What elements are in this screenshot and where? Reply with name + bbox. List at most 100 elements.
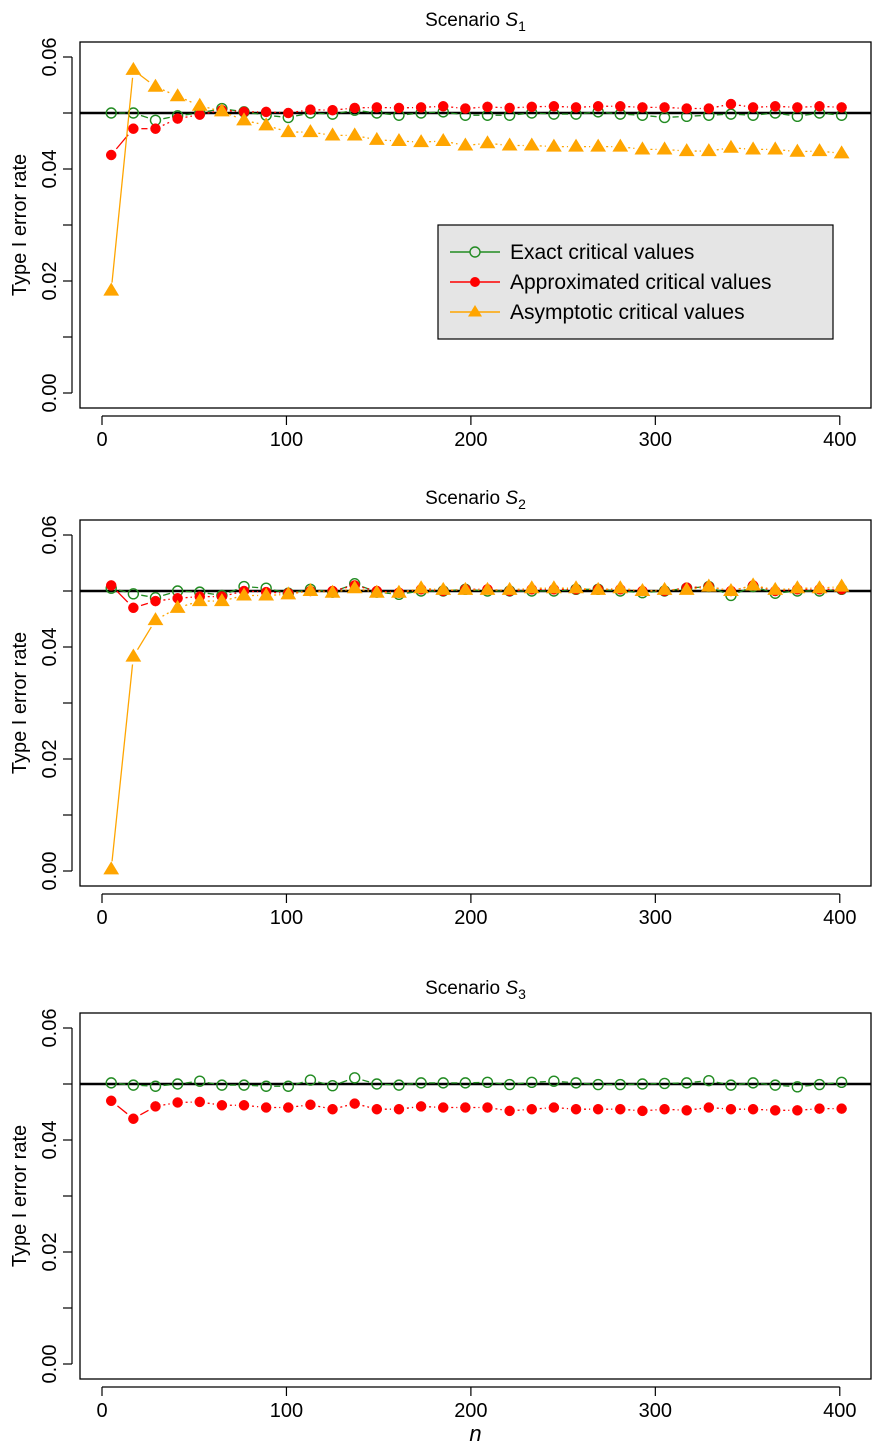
data-point	[590, 138, 607, 152]
data-point	[280, 586, 297, 600]
data-point	[415, 1077, 427, 1089]
data-point	[546, 138, 562, 152]
series-line-segment	[628, 588, 635, 591]
series-line-segment	[162, 121, 171, 126]
series-line-segment	[583, 112, 591, 114]
series-line-segment	[650, 115, 657, 118]
data-point	[634, 141, 651, 155]
data-point	[482, 101, 493, 113]
data-point	[678, 143, 695, 157]
series-line-segment	[805, 113, 812, 116]
data-point	[745, 141, 761, 155]
data-point	[725, 98, 737, 110]
series-line-segment	[318, 1105, 325, 1109]
legend-box	[437, 224, 834, 340]
data-point	[614, 1078, 626, 1091]
series-line-segment	[140, 1109, 149, 1116]
y-tick-label: 0.06	[39, 516, 61, 555]
series-line-segment	[805, 1084, 812, 1087]
series-line-segment	[296, 1105, 303, 1108]
data-point	[457, 137, 474, 151]
series-line-segment	[760, 1083, 768, 1085]
series-line-segment	[229, 596, 237, 600]
data-point	[324, 584, 341, 598]
series-line-segment	[274, 115, 281, 118]
data-point	[105, 1077, 117, 1089]
data-point	[769, 101, 781, 112]
y-tick-label: 0.02	[39, 1233, 61, 1272]
series-line-segment	[606, 112, 613, 114]
data-point	[128, 602, 139, 614]
series-line-segment	[716, 1081, 724, 1085]
data-point	[637, 102, 648, 113]
series-line-segment	[163, 116, 170, 120]
data-point	[570, 1077, 582, 1089]
data-point	[570, 102, 582, 113]
panel-1: Scenario S1 0 100 200 300 400 0.00 0.02 0.04 0.06…	[9, 10, 872, 451]
series-line-segment	[783, 149, 790, 152]
y-tick-label: 0.02	[39, 740, 61, 779]
series-line-segment	[296, 591, 303, 594]
data-point	[214, 593, 230, 607]
data-point	[767, 581, 784, 595]
data-point	[747, 1077, 759, 1089]
x-tick-label: 300	[639, 907, 672, 929]
series-line-segment	[340, 1104, 348, 1108]
data-point	[612, 580, 629, 594]
data-point	[171, 1078, 184, 1090]
data-point	[194, 109, 206, 120]
data-point	[658, 1077, 671, 1090]
data-point	[568, 580, 584, 594]
series-line-segment	[119, 1083, 126, 1085]
data-point	[127, 107, 140, 119]
data-point	[127, 588, 140, 600]
data-point	[302, 124, 319, 138]
data-point	[128, 1113, 139, 1124]
series-line-segment	[362, 586, 370, 590]
series-line-segment	[760, 113, 768, 116]
series-line-segment	[495, 1082, 502, 1085]
y-axis-label: Type I error rate	[9, 1125, 31, 1267]
data-point	[260, 1102, 272, 1113]
x-tick-label: 0	[96, 1400, 107, 1422]
series-line-segment	[340, 108, 347, 111]
data-point	[282, 1080, 294, 1092]
data-point	[435, 133, 452, 147]
series-line-segment	[339, 1079, 348, 1084]
data-point	[258, 587, 275, 601]
series-line-segment	[473, 143, 480, 146]
data-point	[150, 1101, 161, 1112]
series-line-segment	[628, 146, 635, 150]
legend-label: Approximated critical values	[510, 271, 771, 294]
data-point	[349, 1098, 360, 1109]
series-line-segment	[760, 588, 768, 592]
data-point	[147, 612, 164, 626]
data-point	[747, 1103, 759, 1115]
series-line-segment	[273, 127, 281, 131]
series-line-segment	[362, 1104, 370, 1108]
data-point	[700, 578, 717, 592]
data-point	[814, 101, 825, 112]
data-point	[835, 1076, 848, 1089]
series-line-segment	[141, 594, 148, 597]
y-tick-label: 0.06	[39, 1009, 61, 1048]
data-point	[703, 1074, 715, 1087]
data-point	[105, 1095, 117, 1107]
series-line-segment	[139, 74, 150, 83]
x-tick-label: 300	[639, 429, 672, 451]
series-line-segment	[251, 112, 259, 115]
data-point	[327, 1103, 338, 1115]
series-line-segment	[495, 143, 502, 146]
data-point	[836, 1103, 847, 1114]
series-line-segment	[207, 107, 215, 110]
y-axis-label: Type I error rate	[9, 154, 31, 296]
series-line-segment	[207, 592, 215, 595]
data-point	[125, 648, 142, 662]
x-tick-label: 100	[270, 907, 303, 929]
data-point	[703, 103, 715, 114]
y-tick-label: 0.04	[39, 628, 61, 667]
series-line-segment	[495, 1108, 502, 1111]
series-line-segment	[162, 592, 171, 597]
series-line-segment	[140, 602, 149, 607]
plot-frame	[79, 1012, 872, 1380]
